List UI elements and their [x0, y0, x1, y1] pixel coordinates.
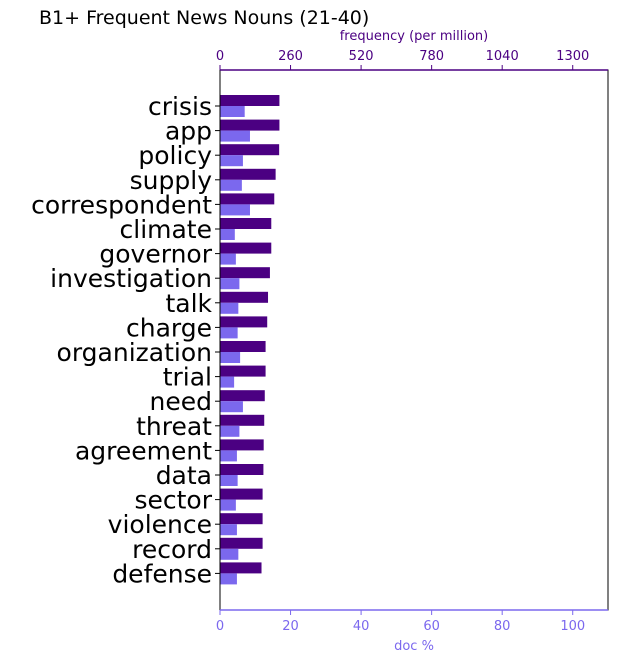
bottom-tick-label: 100	[560, 619, 585, 634]
bar-docpct-data	[220, 475, 238, 486]
bottom-tick-label: 0	[216, 619, 224, 634]
y-tick-label-agreement: agreement	[75, 436, 212, 465]
bar-frequency-violence	[220, 513, 263, 525]
y-tick-label-correspondent: correspondent	[31, 190, 212, 219]
bar-frequency-threat	[220, 414, 265, 426]
bar-frequency-data	[220, 464, 264, 475]
bar-docpct-record	[220, 548, 239, 560]
bar-docpct-policy	[220, 155, 243, 167]
bar-docpct-supply	[220, 179, 242, 191]
y-tick-label-organization: organization	[57, 338, 212, 367]
bar-frequency-defense	[220, 562, 262, 574]
y-tick-label-data: data	[156, 461, 212, 490]
bar-docpct-app	[220, 130, 250, 142]
bar-docpct-correspondent	[220, 204, 250, 216]
bar-docpct-defense	[220, 573, 237, 585]
bottom-tick-label: 20	[282, 619, 299, 634]
bar-frequency-climate	[220, 218, 272, 229]
y-tick-label-record: record	[132, 535, 212, 564]
bar-docpct-talk	[220, 302, 239, 314]
bar-docpct-sector	[220, 499, 236, 511]
y-tick-label-violence: violence	[108, 510, 212, 539]
top-tick-label: 1300	[556, 49, 589, 64]
chart-title: B1+ Frequent News Nouns (21-40)	[39, 7, 370, 29]
top-axis-label: frequency (per million)	[340, 29, 489, 44]
bottom-axis-label: doc %	[394, 639, 434, 654]
top-tick-label: 520	[349, 49, 374, 64]
bar-frequency-supply	[220, 168, 276, 180]
y-tick-label-defense: defense	[112, 559, 212, 588]
bar-docpct-charge	[220, 327, 238, 339]
bar-docpct-trial	[220, 376, 235, 388]
y-tick-label-climate: climate	[120, 215, 213, 244]
y-tick-label-app: app	[165, 117, 212, 146]
y-tick-label-supply: supply	[130, 166, 213, 195]
bar-frequency-record	[220, 537, 263, 549]
bar-frequency-policy	[220, 144, 280, 156]
bar-docpct-climate	[220, 229, 235, 240]
bar-frequency-sector	[220, 488, 263, 500]
y-tick-label-charge: charge	[126, 313, 212, 342]
y-tick-label-need: need	[150, 387, 212, 416]
bar-frequency-charge	[220, 316, 268, 328]
bar-docpct-threat	[220, 425, 240, 437]
y-tick-label-sector: sector	[134, 486, 212, 515]
y-tick-label-threat: threat	[136, 412, 212, 441]
bar-docpct-governor	[220, 253, 236, 265]
bar-frequency-organization	[220, 341, 266, 352]
y-tick-label-talk: talk	[165, 289, 212, 318]
y-tick-label-policy: policy	[138, 141, 212, 170]
y-tick-label-trial: trial	[163, 363, 212, 392]
bottom-tick-label: 40	[353, 619, 370, 634]
bar-frequency-talk	[220, 291, 269, 303]
bar-frequency-app	[220, 119, 280, 131]
bar-docpct-agreement	[220, 450, 237, 462]
bar-frequency-need	[220, 390, 265, 402]
top-tick-label: 1040	[486, 49, 519, 64]
bottom-tick-label: 80	[494, 619, 511, 634]
bar-frequency-investigation	[220, 267, 270, 279]
top-tick-label: 780	[419, 49, 444, 64]
bar-docpct-investigation	[220, 278, 240, 290]
bar-frequency-correspondent	[220, 193, 275, 205]
bar-frequency-governor	[220, 242, 272, 254]
y-tick-label-investigation: investigation	[50, 264, 212, 293]
top-tick-label: 0	[216, 49, 224, 64]
bar-frequency-agreement	[220, 439, 264, 451]
bottom-tick-label: 60	[423, 619, 440, 634]
bar-frequency-trial	[220, 365, 266, 377]
bar-docpct-need	[220, 401, 243, 413]
bar-docpct-violence	[220, 524, 237, 536]
bar-docpct-organization	[220, 352, 241, 363]
y-tick-label-crisis: crisis	[148, 92, 212, 121]
top-tick-label: 260	[278, 49, 303, 64]
y-tick-label-governor: governor	[99, 240, 212, 269]
bar-docpct-crisis	[220, 106, 245, 117]
bar-frequency-crisis	[220, 95, 280, 106]
